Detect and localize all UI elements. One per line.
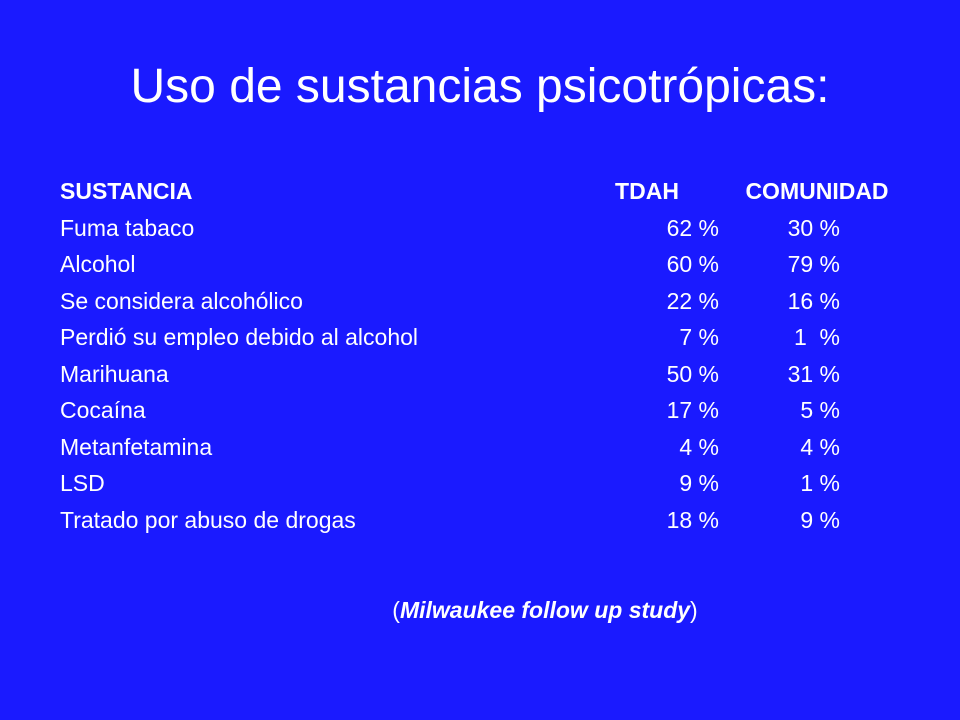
row-community-value: 31 % <box>787 360 840 387</box>
row-community-value: 9 % <box>800 506 840 533</box>
table-row: LSD 9 % 1 % <box>60 465 910 502</box>
row-substance: Fuma tabaco <box>60 214 195 241</box>
table-header-row: SUSTANCIA TDAH COMUNIDAD <box>60 173 910 210</box>
row-substance: Alcohol <box>60 251 136 277</box>
row-tdah-value: 4 % <box>679 433 719 460</box>
table-row: Cocaína 17 % 5 % <box>60 392 910 429</box>
header-tdah: TDAH <box>615 178 679 204</box>
substance-table: SUSTANCIA TDAH COMUNIDAD Fuma tabaco 62 … <box>60 173 910 538</box>
row-tdah-value: 17 % <box>666 397 719 423</box>
row-tdah-value: 62 % <box>666 214 719 241</box>
table-row: Tratado por abuso de drogas 18 % 9 % <box>60 502 910 539</box>
row-community-value: 16 % <box>787 287 840 314</box>
row-substance: LSD <box>60 470 105 496</box>
row-substance: Perdió su empleo debido al alcohol <box>60 324 419 350</box>
table-row: Alcohol 60 % 79 % <box>60 246 910 283</box>
footnote-close-paren: ) <box>690 597 698 623</box>
table-row: Metanfetamina 4 % 4 % <box>60 429 910 466</box>
row-substance: Metanfetamina <box>60 433 213 460</box>
row-substance: Se considera alcohólico <box>60 287 303 314</box>
header-substance: SUSTANCIA <box>60 178 193 204</box>
table-row: Perdió su empleo debido al alcohol 7 % 1… <box>60 319 910 356</box>
study-name: Milwaukee follow up study <box>399 597 691 623</box>
row-community-value: 4 % <box>800 433 840 460</box>
row-tdah-value: 60 % <box>666 251 719 277</box>
table-row: Se considera alcohólico 22 % 16 % <box>60 283 910 320</box>
table-row: Fuma tabaco 62 % 30 % <box>60 210 910 247</box>
footnote-open-paren: ( <box>392 597 400 623</box>
row-tdah-value: 9 % <box>679 470 719 496</box>
row-substance: Cocaína <box>60 397 146 423</box>
header-community: COMUNIDAD <box>745 178 889 204</box>
table-row: Marihuana 50 % 31 % <box>60 356 910 393</box>
source-footnote: (Milwaukee follow up study) <box>0 597 960 624</box>
row-community-value: 5 % <box>800 397 840 423</box>
row-tdah-value: 18 % <box>666 506 719 533</box>
row-tdah-value: 7 % <box>679 324 719 350</box>
row-community-value: 30 % <box>787 214 840 241</box>
row-tdah-value: 22 % <box>666 287 719 314</box>
row-community-value: 79 % <box>787 251 840 277</box>
row-community-value: 1 % <box>793 324 840 350</box>
row-substance: Marihuana <box>60 360 169 387</box>
row-tdah-value: 50 % <box>666 360 719 387</box>
row-substance: Tratado por abuso de drogas <box>60 506 356 533</box>
row-community-value: 1 % <box>800 470 840 496</box>
slide-title: Uso de sustancias psicotrópicas: <box>130 60 830 113</box>
